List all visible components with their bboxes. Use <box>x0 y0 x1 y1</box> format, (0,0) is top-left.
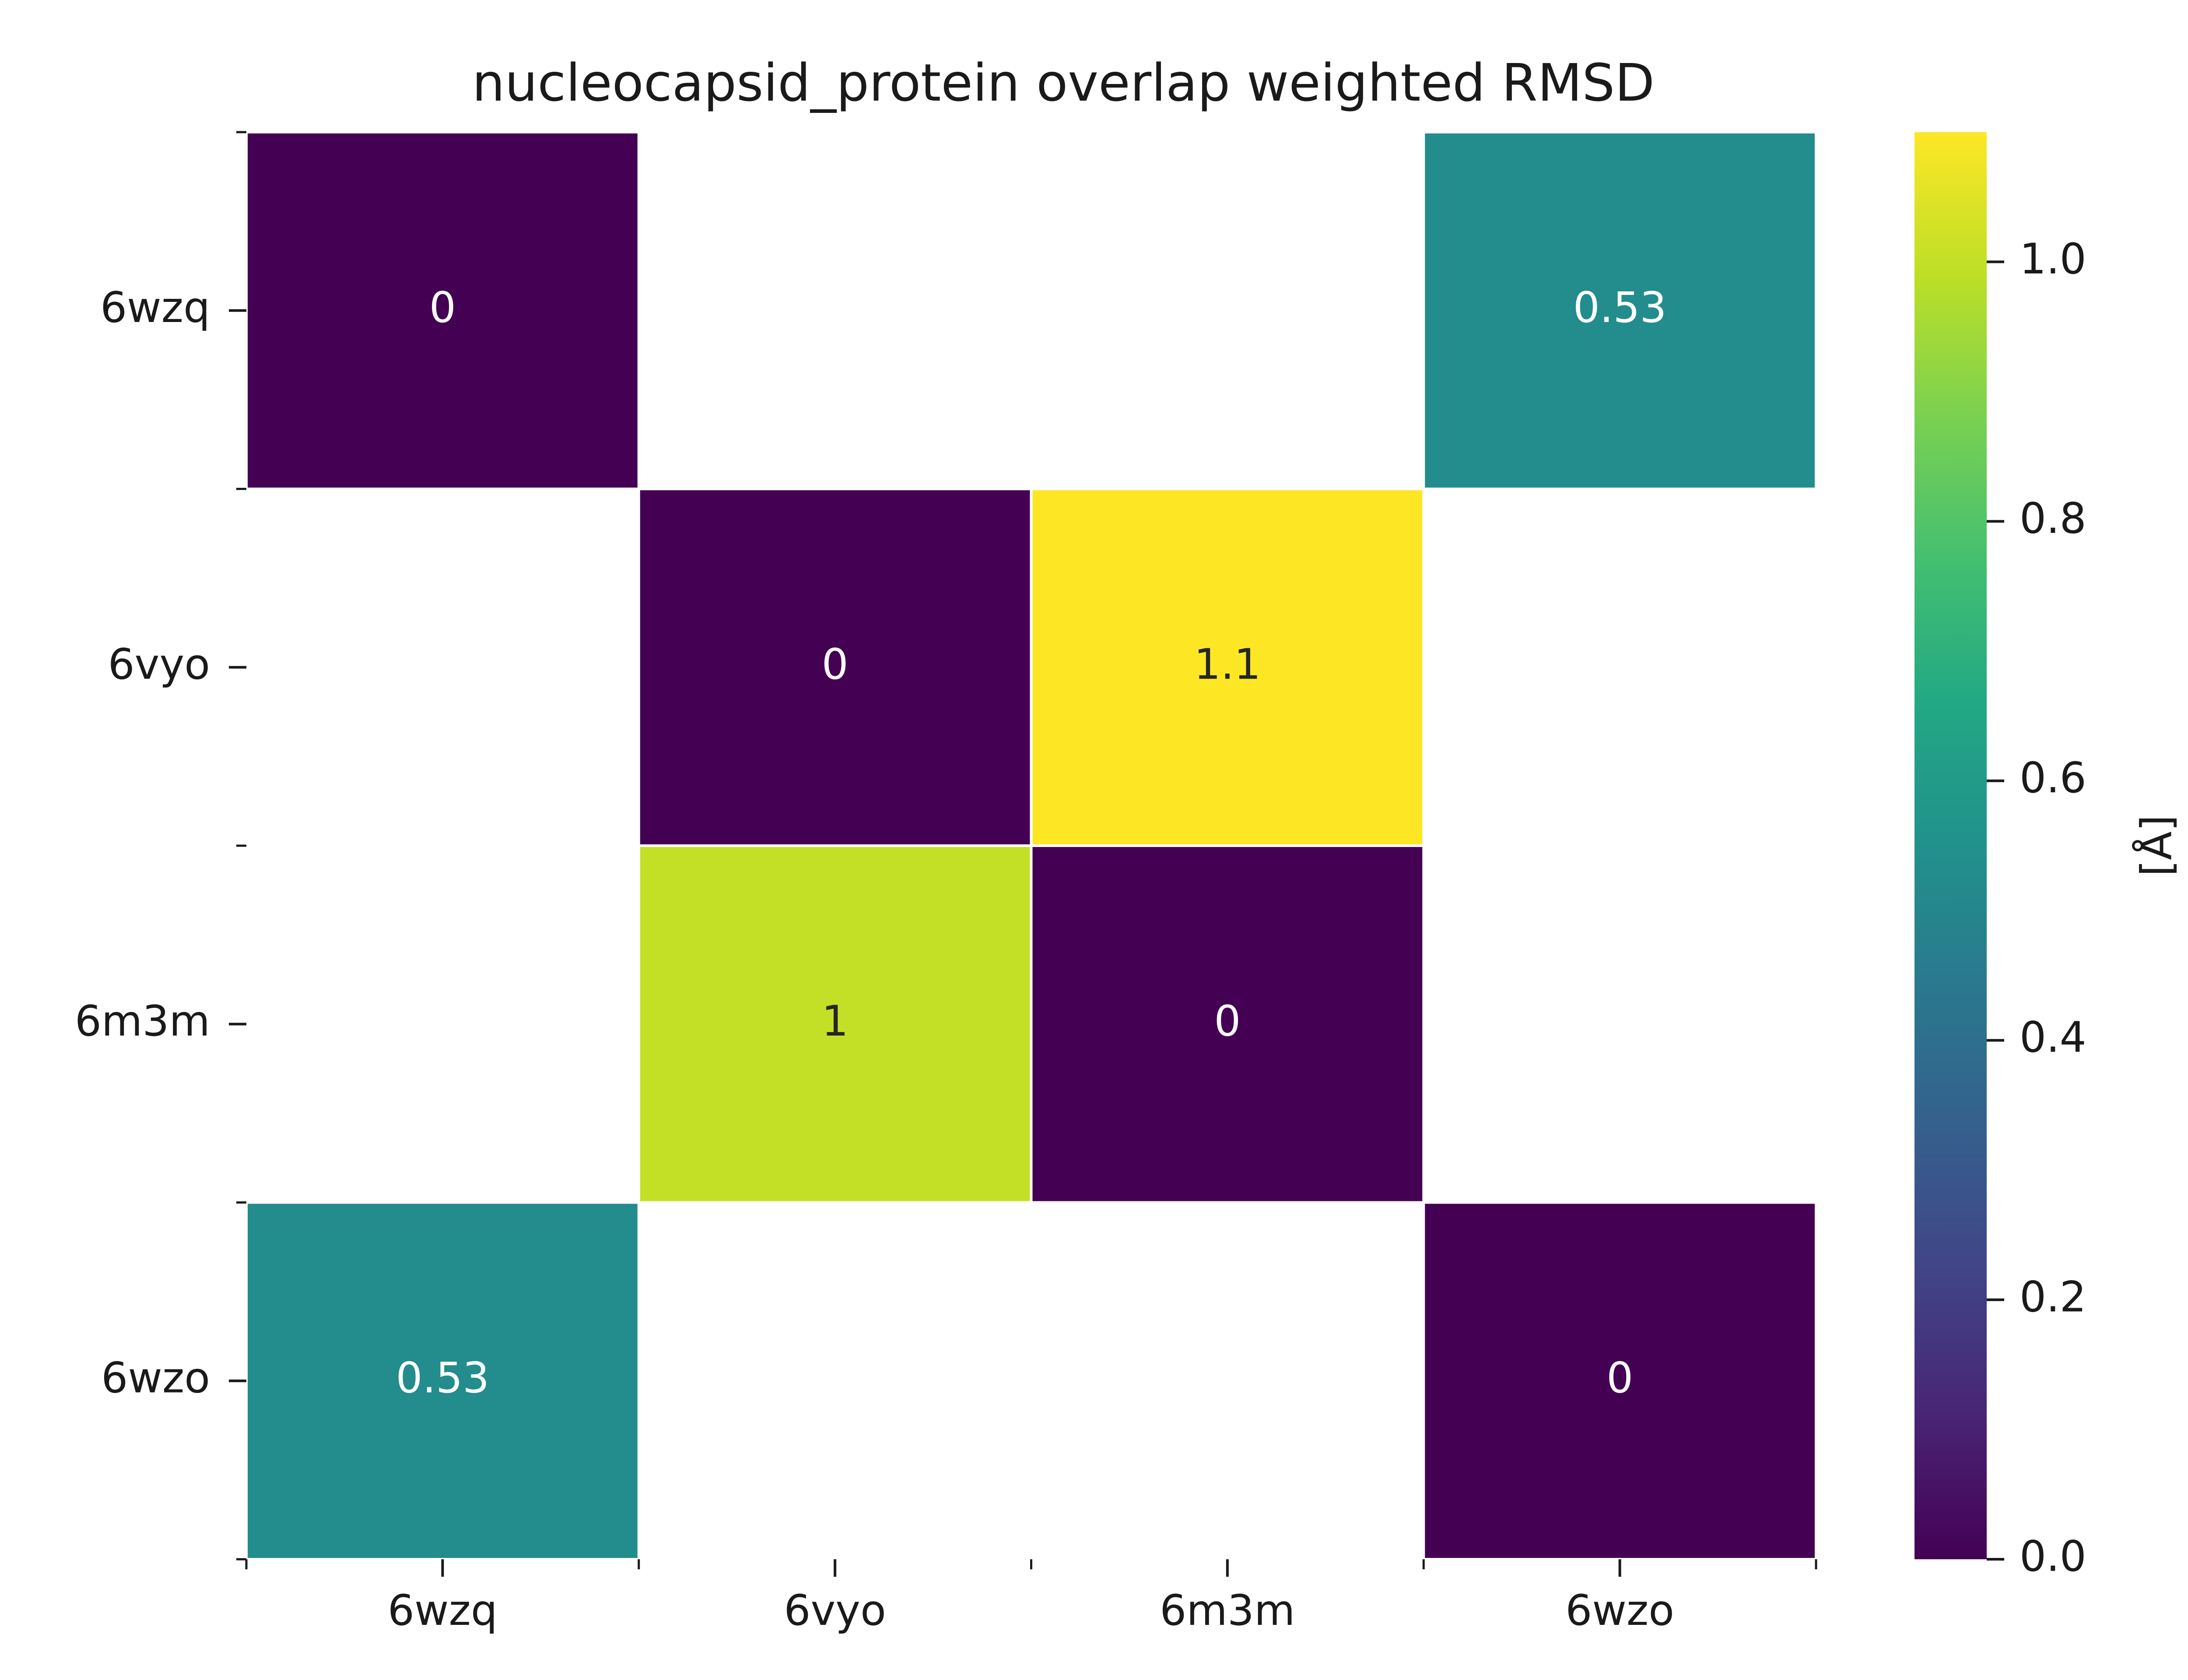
heatmap-cell <box>1425 1204 1815 1558</box>
x-tick-label: 6wzq <box>388 1586 498 1635</box>
cell-value-label: 0 <box>1214 997 1241 1046</box>
heatmap-cell <box>640 847 1030 1201</box>
colorbar-tick-label: 0.8 <box>2020 494 2086 543</box>
x-tick-label: 6m3m <box>1160 1586 1295 1635</box>
y-tick-label: 6vyo <box>108 640 210 689</box>
colorbar-tick-label: 0.0 <box>2020 1532 2086 1581</box>
heatmap-cell <box>640 490 1030 844</box>
heatmap-cell <box>248 133 638 488</box>
colorbar: 0.0 0.2 0.4 0.6 0.8 1.0 [Å] <box>1914 132 2181 1581</box>
heatmap-cell <box>1032 490 1423 844</box>
y-tick-label: 6wzq <box>100 283 210 332</box>
colorbar-label: [Å] <box>2132 815 2181 877</box>
colorbar-tick-label: 0.6 <box>2020 753 2086 802</box>
x-tick-label: 6wzo <box>1565 1586 1674 1635</box>
x-axis: 6wzq 6vyo 6m3m 6wzo <box>245 1559 1817 1635</box>
colorbar-tick-label: 1.0 <box>2020 234 2086 284</box>
cell-value-label: 0 <box>1606 1354 1633 1403</box>
cell-value-label: 1 <box>822 997 849 1046</box>
colorbar-gradient <box>1914 132 1987 1559</box>
heatmap-cell <box>1425 133 1815 488</box>
y-tick-label: 6wzo <box>101 1354 210 1403</box>
cell-value-label: 1.1 <box>1194 640 1261 689</box>
x-tick-label: 6vyo <box>784 1586 886 1635</box>
colorbar-tick-label: 0.4 <box>2020 1013 2086 1062</box>
heatmap-cells: 0 0.53 0 1.1 1 0 0.53 0 <box>248 133 1815 1558</box>
y-tick-label: 6m3m <box>75 997 210 1046</box>
heatmap-cell <box>248 1204 638 1558</box>
cell-value-label: 0.53 <box>396 1354 490 1403</box>
cell-value-label: 0 <box>429 283 456 332</box>
y-axis: 6wzq 6vyo 6m3m 6wzo <box>75 131 246 1561</box>
colorbar-tick-label: 0.2 <box>2020 1272 2086 1321</box>
cell-value-label: 0 <box>822 640 849 689</box>
chart-title: nucleocapsid_protein overlap weighted RM… <box>472 52 1655 113</box>
cell-value-label: 0.53 <box>1573 283 1667 332</box>
colorbar-ticks: 0.0 0.2 0.4 0.6 0.8 1.0 <box>1987 234 2086 1581</box>
heatmap-cell <box>1032 847 1423 1201</box>
